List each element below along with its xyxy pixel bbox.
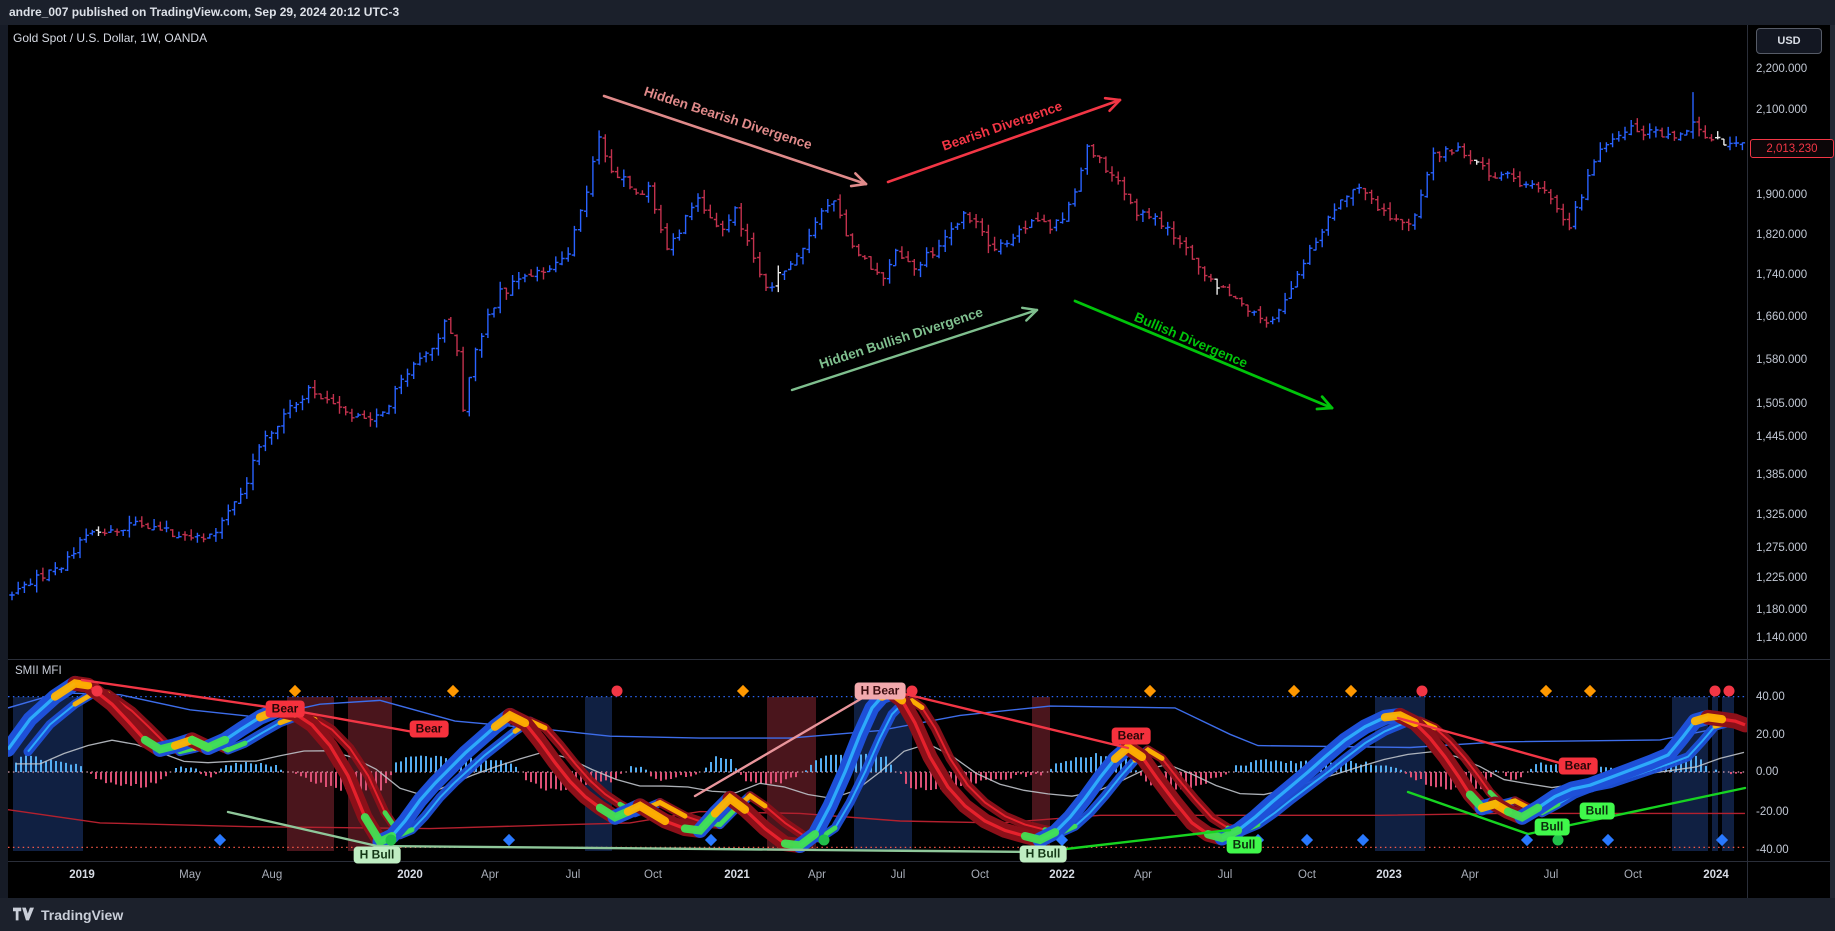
time-axis-label: Apr xyxy=(481,869,499,881)
pane-separator[interactable] xyxy=(8,659,1830,660)
price-axis-label: 1,275.000 xyxy=(1756,542,1808,554)
time-axis-label: 2019 xyxy=(69,869,95,881)
left-edge-strip xyxy=(0,25,8,898)
price-axis-label: 1,225.000 xyxy=(1756,572,1808,584)
time-axis-label: 2022 xyxy=(1049,869,1075,881)
price-axis-label: 1,180.000 xyxy=(1756,604,1808,616)
price-axis-label: 2,200.000 xyxy=(1756,63,1808,75)
price-axis-label: 1,445.000 xyxy=(1756,431,1808,443)
price-axis-label: 1,505.000 xyxy=(1756,398,1808,410)
time-axis-label: 2021 xyxy=(724,869,750,881)
axis-separator xyxy=(1747,25,1748,898)
last-price-tag: 2,013.230 xyxy=(1750,139,1834,158)
time-axis-label: 2020 xyxy=(397,869,423,881)
price-axis-label: 1,385.000 xyxy=(1756,469,1808,481)
time-axis-label: Aug xyxy=(261,869,283,881)
time-axis-label: Jul xyxy=(1217,869,1233,881)
time-axis-label: Oct xyxy=(1298,869,1316,881)
time-axis-label: Oct xyxy=(1624,869,1642,881)
tradingview-logo-icon[interactable] xyxy=(13,907,34,922)
time-axis-label: Oct xyxy=(644,869,662,881)
time-axis-label: Apr xyxy=(1134,869,1152,881)
price-axis-label: 1,325.000 xyxy=(1756,509,1808,521)
price-axis-label: 2,100.000 xyxy=(1756,104,1808,116)
indicator-axis-label: 40.00 xyxy=(1756,691,1785,703)
right-edge-strip xyxy=(1830,25,1835,898)
annotation-layer xyxy=(602,94,1334,411)
time-axis-label: Jul xyxy=(890,869,906,881)
time-axis-separator xyxy=(8,861,1830,862)
indicator-axis-label: -40.00 xyxy=(1756,844,1789,856)
price-axis-label: 1,140.000 xyxy=(1756,632,1808,644)
time-axis-label: Oct xyxy=(971,869,989,881)
currency-button[interactable]: USD xyxy=(1756,28,1822,54)
price-axis-label: 1,660.000 xyxy=(1756,311,1808,323)
indicator-axis-label: -20.00 xyxy=(1756,806,1789,818)
publish-info-text: andre_007 published on TradingView.com, … xyxy=(9,5,400,19)
symbol-title: Gold Spot / U.S. Dollar, 1W, OANDA xyxy=(13,31,208,45)
price-axis-label: 1,900.000 xyxy=(1756,189,1808,201)
indicator-axis-label: 20.00 xyxy=(1756,729,1785,741)
indicator-axis-label: 0.00 xyxy=(1756,766,1779,778)
time-axis-label: Apr xyxy=(1461,869,1479,881)
time-axis-label: 2023 xyxy=(1376,869,1402,881)
tradingview-brand-text[interactable]: TradingView xyxy=(41,906,124,923)
price-pane[interactable] xyxy=(9,92,1746,601)
time-axis-label: 2024 xyxy=(1703,869,1729,881)
footer-bar: TradingView xyxy=(0,898,1835,931)
time-axis-label: Jul xyxy=(1543,869,1559,881)
price-axis-label: 1,580.000 xyxy=(1756,354,1808,366)
price-axis-label: 1,740.000 xyxy=(1756,269,1808,281)
indicator-pane[interactable] xyxy=(8,675,1765,854)
time-axis-label: May xyxy=(179,869,201,881)
publish-info-bar: andre_007 published on TradingView.com, … xyxy=(0,0,1835,25)
price-axis-label: 1,820.000 xyxy=(1756,229,1808,241)
time-axis-label: Jul xyxy=(565,869,581,881)
indicator-title: SMII MFI xyxy=(15,665,62,677)
time-axis-label: Apr xyxy=(808,869,826,881)
